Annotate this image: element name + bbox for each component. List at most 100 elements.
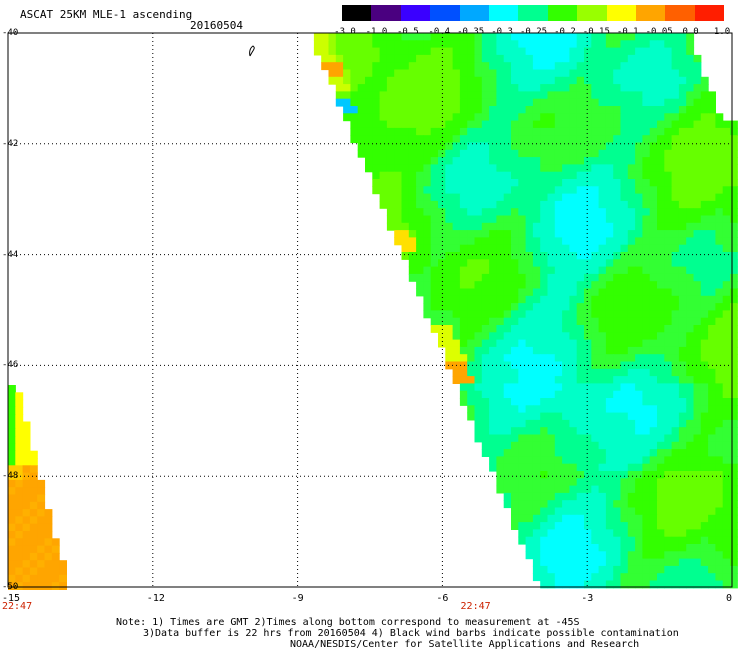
wind-cell — [649, 325, 658, 333]
wind-cell — [44, 509, 53, 517]
wind-cell — [8, 567, 16, 576]
wind-cell — [708, 500, 716, 509]
wind-cell — [708, 295, 716, 304]
wind-cell — [503, 76, 512, 85]
wind-cell — [664, 544, 673, 552]
longitude-label: -3 — [581, 593, 594, 604]
wind-cell — [693, 346, 702, 355]
wind-cell — [430, 164, 439, 173]
wind-cell — [635, 149, 643, 158]
wind-cell — [627, 310, 636, 319]
wind-cell — [518, 412, 527, 421]
wind-cell — [554, 164, 563, 173]
wind-cell — [481, 84, 490, 92]
wind-cell — [591, 281, 600, 290]
wind-cell — [532, 142, 541, 151]
wind-cell — [496, 288, 505, 297]
wind-cell — [686, 354, 695, 363]
wind-cell — [627, 62, 636, 71]
wind-cell — [540, 303, 549, 311]
wind-cell — [576, 558, 585, 567]
wind-cell — [37, 501, 46, 510]
wind-cell — [591, 208, 600, 217]
wind-cell — [430, 76, 439, 85]
wind-cell — [408, 230, 417, 238]
wind-cell — [584, 47, 592, 56]
wind-cell — [584, 106, 592, 114]
wind-cell — [620, 40, 629, 49]
wind-cell — [532, 259, 541, 268]
wind-cell — [511, 441, 519, 450]
wind-cell — [576, 354, 585, 363]
wind-cell — [365, 120, 373, 129]
wind-cell — [584, 419, 592, 428]
wind-cell — [605, 558, 614, 567]
wind-cell — [467, 76, 476, 85]
wind-cell — [511, 62, 519, 71]
wind-cell — [562, 434, 570, 443]
wind-cell — [591, 376, 600, 384]
wind-cell — [576, 514, 585, 523]
wind-cell — [569, 259, 578, 268]
wind-cell — [576, 259, 585, 268]
wind-cell — [430, 127, 439, 136]
wind-cell — [8, 560, 16, 569]
wind-cell — [664, 434, 673, 443]
wind-cell — [686, 98, 695, 107]
wind-cell — [591, 157, 600, 165]
wind-cell — [722, 215, 731, 224]
wind-cell — [686, 398, 695, 406]
wind-cell — [627, 332, 636, 341]
wind-cell — [401, 193, 410, 202]
wind-cell — [335, 33, 344, 41]
wind-cell — [438, 135, 446, 144]
wind-cell — [678, 419, 687, 428]
wind-cell — [671, 361, 680, 370]
wind-cell — [503, 200, 512, 209]
wind-cell — [620, 244, 629, 253]
wind-cell — [635, 434, 643, 443]
wind-cell — [686, 485, 695, 494]
wind-cell — [584, 405, 592, 414]
wind-cell — [657, 368, 665, 377]
wind-cell — [496, 332, 505, 341]
wind-cell — [562, 303, 570, 311]
wind-cell — [693, 478, 702, 487]
wind-cell — [532, 383, 541, 392]
wind-cell — [511, 142, 519, 151]
wind-cell — [598, 325, 607, 333]
wind-cell — [401, 252, 410, 260]
wind-cell — [547, 558, 556, 567]
wind-cell — [613, 281, 622, 290]
wind-cell — [635, 84, 643, 92]
wind-cell — [474, 215, 483, 224]
wind-cell — [547, 215, 556, 224]
wind-cell — [576, 237, 585, 246]
wind-cell — [657, 456, 665, 465]
wind-cell — [627, 266, 636, 275]
wind-cell — [22, 428, 31, 437]
wind-cell — [496, 179, 505, 187]
wind-cell — [503, 325, 512, 333]
wind-cell — [474, 288, 483, 297]
wind-cell — [613, 142, 622, 151]
wind-cell — [598, 339, 607, 348]
wind-cell — [335, 54, 344, 63]
wind-cell — [503, 332, 512, 341]
wind-cell — [481, 441, 490, 450]
wind-cell — [642, 208, 651, 217]
wind-cell — [496, 383, 505, 392]
wind-cell — [642, 120, 651, 129]
wind-cell — [562, 113, 570, 122]
wind-cell — [401, 91, 410, 100]
wind-cell — [627, 230, 636, 238]
wind-cell — [693, 127, 702, 136]
wind-cell — [649, 544, 658, 552]
wind-cell — [715, 222, 724, 231]
wind-cell — [671, 522, 680, 530]
wind-cell — [605, 120, 614, 129]
wind-cell — [635, 354, 643, 363]
wind-cell — [686, 514, 695, 523]
wind-cell — [657, 551, 665, 560]
wind-cell — [554, 281, 563, 290]
